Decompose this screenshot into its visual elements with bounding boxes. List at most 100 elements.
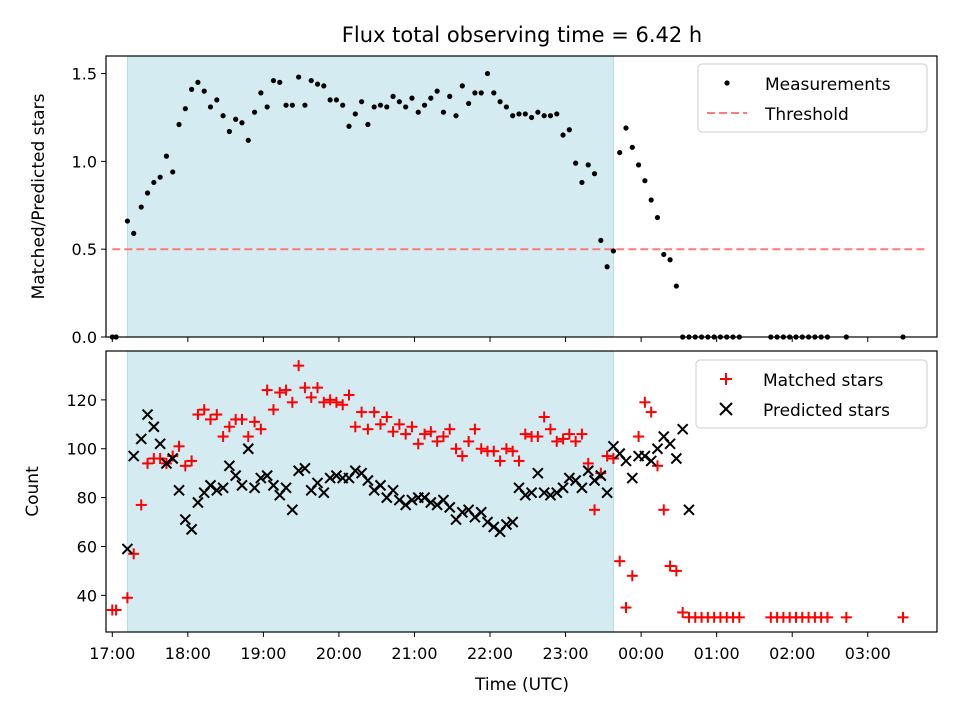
measurement-point (277, 79, 283, 85)
matched-star-point (305, 391, 317, 403)
matched-star-point (419, 428, 431, 440)
measurement-point (648, 197, 654, 203)
matched-star-point (337, 399, 349, 411)
predicted-star-mark-b (683, 504, 695, 516)
x-tick-label: 21:00 (391, 644, 437, 663)
bottom-legend: Matched stars Predicted stars (695, 359, 928, 429)
measurement-point (384, 104, 390, 110)
predicted-star-mark-b (135, 433, 147, 445)
matched-star-point (425, 426, 437, 438)
measurement-point (264, 104, 270, 110)
chart-title: Flux total observing time = 6.42 h (342, 23, 702, 47)
matched-star-point (651, 460, 663, 472)
matched-star-point (211, 409, 223, 421)
matched-star-point (406, 421, 418, 433)
matched-star-point (249, 416, 261, 428)
measurement-point (547, 113, 554, 119)
predicted-star-point (229, 469, 242, 482)
matched-star-point (142, 457, 154, 469)
matched-star-point (519, 428, 531, 440)
predicted-star-mark-b (406, 494, 418, 506)
predicted-star-mark-b (318, 487, 330, 499)
measurement-point (346, 123, 352, 129)
predicted-star-mark-b (506, 516, 519, 528)
matched-star-point (513, 455, 525, 467)
measurement-point (270, 77, 277, 84)
measurement-point (157, 174, 163, 180)
predicted-star-point (242, 443, 254, 455)
predicted-star-mark-b (223, 460, 236, 472)
matched-star-point (128, 548, 140, 560)
measurement-point (182, 106, 188, 112)
predicted-star-mark-b (538, 487, 550, 499)
measurement-point (478, 90, 484, 96)
matched-star-point (356, 406, 368, 418)
measurement-point (440, 109, 447, 115)
predicted-star-point (141, 408, 154, 421)
measurement-point (516, 111, 522, 117)
predicted-star-mark-b (255, 472, 267, 484)
measurement-point (560, 132, 566, 138)
top-axes-frame (105, 55, 938, 338)
predicted-star-point (280, 482, 292, 494)
measurement-point (333, 97, 340, 103)
measurement-point (314, 81, 321, 87)
predicted-star-mark-b (475, 506, 487, 518)
predicted-star-point (664, 438, 676, 450)
x-tick-label: 00:00 (618, 644, 664, 663)
predicted-star-point (318, 487, 330, 499)
matched-star-point (186, 455, 198, 467)
predicted-star-mark-b (173, 484, 185, 496)
predicted-star-point (330, 469, 343, 482)
predicted-star-mark-b (563, 472, 576, 484)
x-tick-label: 20:00 (316, 644, 362, 663)
measurement-point (573, 160, 579, 166)
measurement-point (610, 248, 617, 254)
predicted-star-point (519, 489, 531, 501)
matched-star-point (582, 457, 594, 469)
measurement-point (201, 88, 207, 94)
measurement-point (251, 109, 258, 115)
bottom-axes-frame (105, 350, 938, 633)
predicted-star-point (299, 462, 311, 474)
legend-predicted-marker (719, 402, 733, 416)
measurement-point (472, 90, 478, 96)
predicted-star-mark-b (488, 521, 500, 533)
predicted-star-mark-b (141, 408, 154, 421)
predicted-star-mark-b (500, 518, 513, 531)
matched-star-point (601, 450, 613, 462)
predicted-star-mark-b (576, 482, 588, 494)
predicted-star-point (456, 506, 469, 518)
predicted-star-mark-b (393, 494, 406, 506)
measurement-point (522, 111, 528, 117)
predicted-star-mark-b (148, 421, 160, 433)
predicted-star-point (406, 494, 418, 506)
measurement-point (233, 116, 239, 122)
matched-star-point (475, 443, 487, 455)
matched-star-point (897, 611, 909, 623)
matched-star-point (664, 560, 676, 572)
measurement-point (623, 125, 629, 131)
bottom-y-tick-label: 60 (77, 537, 97, 556)
matched-star-point (626, 570, 638, 582)
matched-star-point (293, 360, 305, 372)
predicted-star-mark-b (349, 465, 362, 477)
measurement-point (390, 93, 396, 99)
measurement-point (579, 179, 585, 186)
predicted-star-mark-b (127, 450, 140, 462)
matched-star-point (198, 404, 210, 416)
matched-star-point (507, 445, 519, 457)
measurement-point (131, 230, 137, 236)
matched-star-point (463, 435, 475, 447)
measurement-point (340, 102, 346, 108)
matched-star-point (223, 421, 235, 433)
matched-star-point (400, 428, 412, 440)
predicted-star-mark-b (236, 479, 248, 492)
predicted-star-mark-b (557, 482, 569, 494)
predicted-star-mark-b (167, 452, 179, 465)
predicted-star-mark-b (286, 504, 299, 516)
top-panel: 0.0 0.5 1.0 1.5 (72, 55, 938, 347)
matched-star-point (494, 455, 506, 467)
measurement-point (138, 204, 144, 210)
predicted-star-mark-b (544, 489, 557, 501)
